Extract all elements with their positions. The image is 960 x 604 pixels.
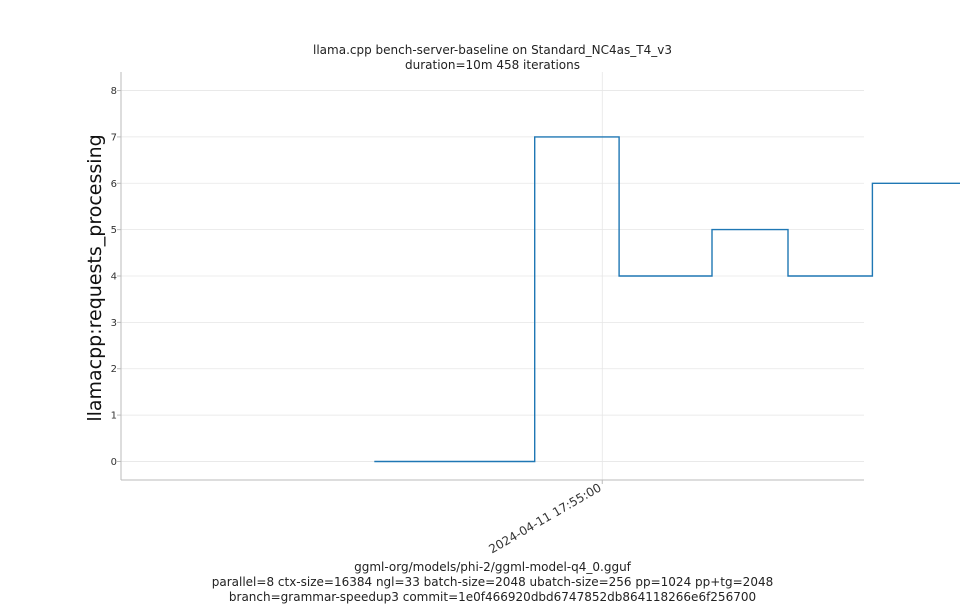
y-tick-label: 2	[111, 364, 117, 375]
chart-title: llama.cpp bench-server-baseline on Stand…	[313, 43, 672, 57]
y-tick-label: 0	[111, 457, 117, 468]
x-ticks: 2024-04-11 17:55:002024-04-11 17:56:0020…	[486, 480, 604, 556]
y-tick-label: 8	[111, 86, 117, 97]
footer-branch: branch=grammar-speedup3 commit=1e0f46692…	[228, 590, 757, 604]
y-tick-label: 7	[111, 132, 117, 143]
y-tick-label: 4	[111, 272, 117, 283]
y-tick-label: 1	[111, 411, 117, 422]
chart-subtitle: duration=10m 458 iterations	[405, 58, 580, 72]
x-tick-label: 2024-04-11 17:55:00	[486, 480, 603, 556]
y-tick-label: 3	[111, 318, 117, 329]
y-tick-label: 6	[111, 179, 117, 190]
y-tick-label: 5	[111, 225, 117, 236]
footer-params: parallel=8 ctx-size=16384 ngl=33 batch-s…	[211, 575, 774, 589]
y-ticks: 0 1 2 3 4 5 6 7 8	[111, 86, 121, 468]
grid	[121, 72, 864, 480]
footer-model: ggml-org/models/phi-2/ggml-model-q4_0.gg…	[354, 560, 631, 574]
